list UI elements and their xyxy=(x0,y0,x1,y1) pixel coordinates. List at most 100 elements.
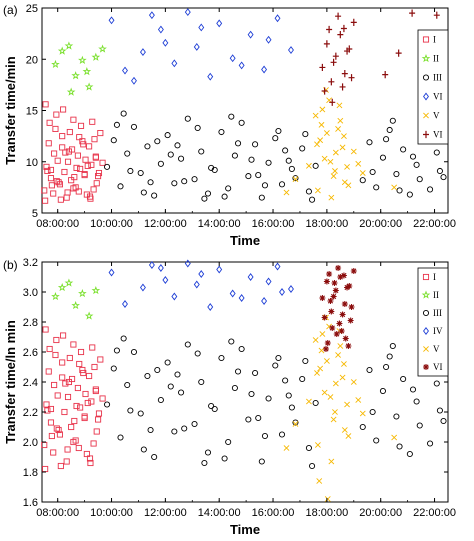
data-point xyxy=(433,11,440,19)
data-point xyxy=(324,496,331,502)
legend-box xyxy=(417,29,449,145)
data-point xyxy=(314,370,320,376)
data-point xyxy=(400,375,407,383)
data-point xyxy=(90,186,97,193)
data-point xyxy=(54,157,61,164)
data-point xyxy=(355,397,362,403)
data-point xyxy=(369,408,376,416)
data-point xyxy=(312,337,319,343)
data-point xyxy=(164,132,171,139)
data-point xyxy=(341,361,347,367)
data-point xyxy=(265,395,272,402)
data-point xyxy=(247,30,254,39)
legend-marker xyxy=(423,130,429,139)
data-point xyxy=(148,261,155,269)
data-point xyxy=(59,374,66,381)
data-point xyxy=(261,65,268,74)
data-point xyxy=(139,48,146,57)
x-tick-label: 12:00:00 xyxy=(144,507,187,519)
data-point xyxy=(440,417,447,425)
data-point xyxy=(57,196,64,203)
data-point xyxy=(147,426,154,434)
data-point xyxy=(44,167,51,175)
data-point xyxy=(373,184,380,191)
data-point xyxy=(181,178,188,185)
data-point xyxy=(108,268,115,277)
data-point xyxy=(80,141,87,148)
data-point xyxy=(331,280,338,286)
data-point xyxy=(406,450,413,458)
data-point xyxy=(359,177,366,184)
data-point xyxy=(76,360,83,368)
data-point xyxy=(71,417,78,425)
data-point xyxy=(82,156,89,163)
data-point xyxy=(99,395,106,402)
data-point xyxy=(340,24,347,33)
data-point xyxy=(335,12,342,20)
data-point xyxy=(88,161,95,168)
data-point xyxy=(162,276,169,284)
data-point xyxy=(55,179,62,186)
data-point xyxy=(312,162,319,169)
data-point xyxy=(265,35,272,44)
data-point xyxy=(198,148,205,155)
data-point xyxy=(332,409,338,415)
data-point xyxy=(292,419,299,426)
data-point xyxy=(131,76,137,85)
data-point xyxy=(278,181,286,188)
data-point xyxy=(275,127,282,135)
data-point xyxy=(122,300,128,308)
data-point xyxy=(321,389,328,396)
data-point xyxy=(87,459,94,467)
data-point xyxy=(204,190,212,197)
data-point xyxy=(45,140,52,147)
data-point xyxy=(416,422,423,429)
data-point xyxy=(433,380,440,387)
data-point xyxy=(416,176,423,183)
data-point xyxy=(436,407,443,414)
data-point xyxy=(341,70,348,78)
y-tick-label: 15 xyxy=(26,106,38,118)
data-point xyxy=(77,165,84,172)
data-point xyxy=(59,359,66,366)
data-point xyxy=(137,410,144,417)
data-point xyxy=(409,386,417,393)
data-point xyxy=(330,416,337,423)
data-point xyxy=(348,304,355,310)
data-point xyxy=(274,262,281,271)
data-point xyxy=(64,393,72,401)
x-tick-label: 14:00:00 xyxy=(198,218,241,230)
data-point xyxy=(42,326,49,333)
y-tick-label: 3.0 xyxy=(23,287,38,299)
data-point xyxy=(198,23,205,32)
data-point xyxy=(302,357,309,365)
data-point xyxy=(337,117,344,124)
data-point xyxy=(288,165,295,172)
data-point xyxy=(191,176,198,183)
data-point xyxy=(81,172,88,179)
data-point xyxy=(68,177,75,184)
x-tick-label: 16:00:00 xyxy=(252,218,295,230)
data-point xyxy=(53,425,60,432)
data-point xyxy=(120,110,127,117)
series-2 xyxy=(103,335,447,470)
data-point xyxy=(216,19,223,28)
data-point xyxy=(314,442,321,448)
data-point xyxy=(79,138,86,145)
data-point xyxy=(60,106,67,113)
data-point xyxy=(139,283,146,292)
data-point xyxy=(337,274,344,280)
data-point xyxy=(261,297,268,305)
data-point xyxy=(339,144,346,151)
data-point xyxy=(174,371,181,378)
data-point xyxy=(272,362,279,369)
data-point xyxy=(359,170,366,176)
data-point xyxy=(391,434,398,441)
data-point xyxy=(64,446,71,453)
data-point xyxy=(127,407,134,414)
data-point xyxy=(238,61,245,70)
data-point xyxy=(59,133,66,140)
legend-entry: I xyxy=(433,272,436,282)
data-point xyxy=(231,384,238,392)
data-point xyxy=(413,161,420,168)
